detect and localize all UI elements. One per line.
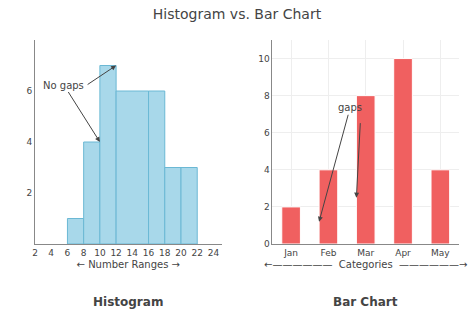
svg-text:2: 2 — [32, 248, 38, 258]
svg-text:18: 18 — [159, 248, 171, 258]
svg-text:12: 12 — [110, 248, 121, 258]
svg-text:10: 10 — [258, 54, 270, 64]
svg-text:gaps: gaps — [338, 102, 362, 113]
svg-text:4: 4 — [264, 165, 270, 175]
svg-text:Histogram: Histogram — [93, 295, 163, 309]
svg-text:4: 4 — [26, 137, 32, 147]
svg-text:← Number Ranges →: ← Number Ranges → — [77, 259, 180, 270]
svg-text:2: 2 — [264, 202, 270, 212]
svg-text:24: 24 — [208, 248, 220, 258]
svg-text:←—————— Categories ——————→: ←—————— Categories ——————→ — [264, 259, 467, 270]
svg-text:8: 8 — [81, 248, 87, 258]
svg-text:2: 2 — [26, 188, 32, 198]
svg-text:Feb: Feb — [320, 248, 336, 258]
svg-text:No gaps: No gaps — [43, 80, 84, 91]
svg-text:6: 6 — [264, 128, 270, 138]
svg-text:Jan: Jan — [283, 248, 298, 258]
svg-text:Apr: Apr — [395, 248, 411, 258]
svg-text:6: 6 — [26, 86, 32, 96]
svg-text:May: May — [431, 248, 450, 258]
svg-text:8: 8 — [264, 91, 270, 101]
svg-text:0: 0 — [264, 239, 270, 249]
svg-text:Mar: Mar — [357, 248, 374, 258]
svg-text:14: 14 — [127, 248, 139, 258]
svg-text:6: 6 — [65, 248, 71, 258]
svg-text:10: 10 — [94, 248, 106, 258]
svg-text:16: 16 — [143, 248, 155, 258]
svg-text:22: 22 — [192, 248, 203, 258]
svg-text:20: 20 — [175, 248, 187, 258]
svg-text:Bar Chart: Bar Chart — [333, 295, 398, 309]
svg-text:4: 4 — [48, 248, 54, 258]
svg-text:Histogram vs. Bar Chart: Histogram vs. Bar Chart — [153, 6, 322, 22]
